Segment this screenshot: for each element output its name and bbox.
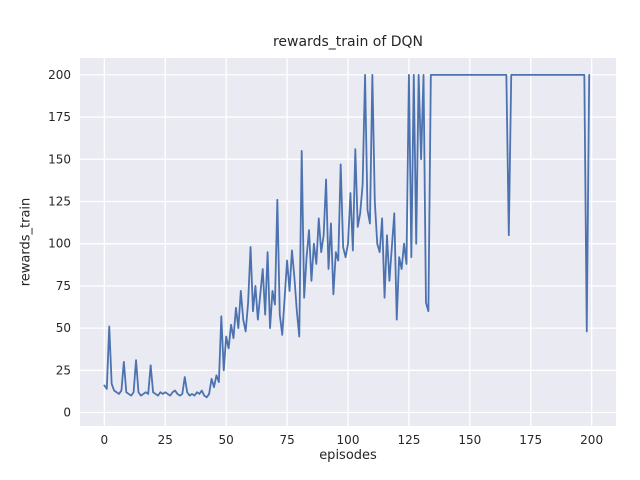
- x-tick-label: 125: [397, 433, 420, 447]
- y-tick-label: 100: [48, 237, 71, 251]
- x-tick-label: 50: [219, 433, 234, 447]
- x-tick-label: 0: [101, 433, 109, 447]
- y-tick-label: 200: [48, 68, 71, 82]
- x-tick-label: 200: [580, 433, 603, 447]
- x-tick-label: 150: [458, 433, 481, 447]
- x-tick-label: 75: [279, 433, 294, 447]
- series-line: [103, 73, 591, 399]
- y-tick-label: 50: [56, 321, 71, 335]
- x-tick-label: 25: [158, 433, 173, 447]
- y-tick-label: 175: [48, 110, 71, 124]
- x-tick-label: 175: [519, 433, 542, 447]
- y-tick-label: 150: [48, 152, 71, 166]
- y-tick-label: 75: [56, 279, 71, 293]
- y-tick-label: 0: [63, 405, 71, 419]
- y-tick-label: 25: [56, 363, 71, 377]
- x-tick-label: 100: [337, 433, 360, 447]
- x-axis-label: episodes: [319, 448, 377, 463]
- y-axis-label: rewards_train: [18, 197, 34, 287]
- y-tick-label: 125: [48, 194, 71, 208]
- chart-title: rewards_train of DQN: [272, 34, 424, 50]
